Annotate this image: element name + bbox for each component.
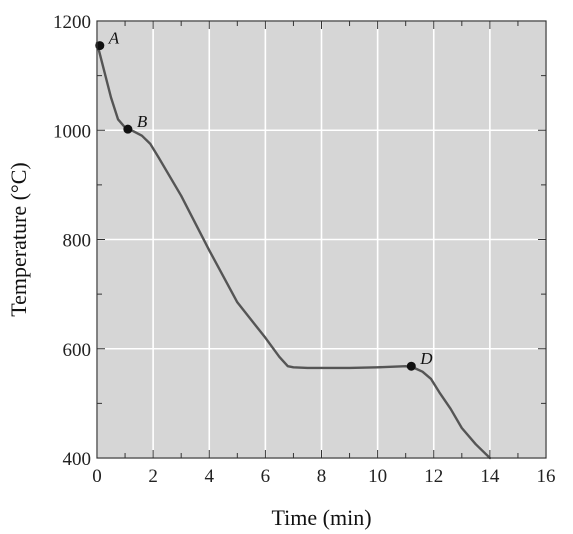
x-tick-label: 14 [480,466,500,487]
x-tick-labels: 0 2 4 6 8 10 12 14 16 [92,466,555,487]
x-tick-label: 4 [205,466,215,487]
point-marker-b [123,124,133,134]
x-tick-label: 12 [424,466,443,487]
x-tick-label: 6 [261,466,271,487]
point-marker-d [406,361,416,371]
y-axis-title: Temperature (°C) [6,162,31,316]
point-label-b: B [137,112,148,131]
y-tick-labels: 400 600 800 1000 1200 [53,12,91,470]
y-tick-label: 1200 [53,12,91,33]
labeled-points: A B D [95,29,433,371]
y-tick-label: 800 [63,231,92,252]
y-tick-label: 1000 [53,121,91,142]
y-tick-label: 400 [63,449,92,470]
x-tick-label: 2 [148,466,158,487]
plot-frame [96,20,547,459]
x-tick-label: 8 [317,466,327,487]
point-label-a: A [108,29,120,48]
point-label-d: D [419,349,433,368]
x-axis-title: Time (min) [271,505,371,530]
y-tick-label: 600 [63,340,92,361]
x-tick-label: 0 [92,466,102,487]
x-tick-label: 16 [537,466,556,487]
x-tick-label: 10 [368,466,387,487]
